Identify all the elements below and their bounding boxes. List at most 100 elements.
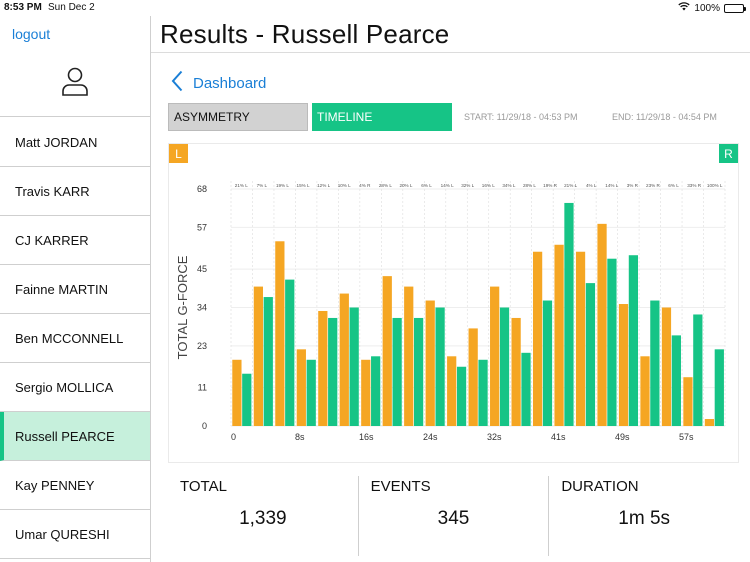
bar-right [628, 255, 639, 426]
player-item[interactable]: CJ KARRER [0, 216, 150, 265]
pair-asymmetry-label: 28% L [523, 183, 536, 188]
bar-right [413, 317, 424, 426]
bar-left [554, 244, 564, 426]
pair-asymmetry-label: 33% R [687, 183, 701, 188]
status-bar: 8:53 PM Sun Dec 2 100% [0, 0, 750, 16]
player-item[interactable]: Matt JORDAN [0, 118, 150, 167]
bar-right [714, 349, 724, 426]
legend-right-badge: R [719, 144, 738, 163]
profile-area [0, 51, 150, 117]
sidebar: logout Matt JORDAN Travis KARR CJ KARRER… [0, 16, 151, 562]
player-item[interactable]: Umar QURESHI [0, 510, 150, 559]
bar-left [318, 310, 328, 426]
pair-asymmetry-label: 14% L [605, 183, 618, 188]
bar-left [468, 328, 478, 426]
bar-left [447, 356, 457, 426]
stat-events: EVENTS 345 [357, 476, 549, 556]
player-item[interactable]: Travis KARR [0, 167, 150, 216]
pair-asymmetry-label: 19% R [543, 183, 557, 188]
bar-left [532, 251, 543, 426]
back-label: Dashboard [193, 74, 267, 92]
player-item[interactable]: Kay PENNEY [0, 461, 150, 510]
pair-asymmetry-label: 21% L [235, 183, 248, 188]
bar-right [435, 307, 445, 426]
y-axis-label: TOTAL G-FORCE [175, 255, 190, 359]
bar-left [275, 241, 285, 426]
player-item[interactable]: Ben MCCONNELL [0, 314, 150, 363]
pair-asymmetry-label: 100% L [707, 183, 723, 188]
page-title: Results - Russell Pearce [160, 19, 450, 49]
bar-right [607, 258, 617, 426]
player-item[interactable]: Sergio MOLLICA [0, 363, 150, 412]
legend-left-badge: L [169, 144, 188, 163]
bar-right [671, 335, 681, 426]
y-tick-label: 23 [197, 341, 207, 351]
bar-right [542, 300, 553, 426]
y-tick-label: 45 [197, 264, 207, 274]
stat-label: TOTAL [180, 478, 227, 495]
pair-asymmetry-label: 28% L [379, 183, 392, 188]
y-tick-label: 0 [202, 421, 207, 431]
bar-left [232, 359, 242, 426]
stat-value: 1,339 [239, 508, 287, 529]
pair-asymmetry-label: 23% R [646, 183, 660, 188]
x-tick-label: 32s [487, 432, 502, 442]
pair-asymmetry-label: 15% L [297, 183, 310, 188]
pair-asymmetry-label: 16% L [482, 183, 495, 188]
bar-left [511, 317, 521, 426]
timeline-chart: 0 11 23 34 45 57 68 TOTAL G-FORCE 21% L 7% L 19% L… [168, 143, 739, 463]
pair-asymmetry-label: 32% L [461, 183, 474, 188]
status-date: Sun Dec 2 [48, 2, 95, 13]
x-tick-label: 49s [615, 432, 630, 442]
pair-asymmetry-label: 7% L [257, 183, 268, 188]
stat-value: 1m 5s [618, 508, 671, 529]
bar-left [296, 349, 306, 426]
x-tick-label: 41s [551, 432, 566, 442]
bar-right [306, 359, 316, 426]
bar-left [253, 286, 264, 426]
bar-left [404, 286, 414, 426]
chart-canvas: 0 11 23 34 45 57 68 TOTAL G-FORCE 21% L 7% L 19% L… [175, 181, 726, 442]
stats-row: TOTAL 1,339 EVENTS 345 DURATION 1m 5s [168, 476, 739, 556]
bar-right [392, 317, 402, 426]
tab-asymmetry[interactable]: ASYMMETRY [168, 103, 308, 131]
bar-right [478, 359, 488, 426]
pair-asymmetry-label: 3% R [627, 183, 639, 188]
logout-link[interactable]: logout [12, 26, 51, 42]
bar-left [640, 356, 650, 426]
tab-timeline[interactable]: TIMELINE [312, 103, 452, 131]
player-item[interactable]: Fainne MARTIN [0, 265, 150, 314]
pair-asymmetry-label: 12% L [317, 183, 330, 188]
view-tabs: ASYMMETRY TIMELINE [168, 103, 452, 131]
pair-asymmetry-label: 20% L [399, 183, 412, 188]
x-tick-label: 0 [231, 432, 236, 442]
range-start: START: 11/29/18 - 04:53 PM [464, 112, 578, 122]
bar-right [328, 317, 338, 426]
pair-asymmetry-label: 21% L [564, 183, 577, 188]
bar-right [285, 279, 295, 426]
divider [151, 52, 750, 53]
stat-label: DURATION [561, 478, 639, 495]
bar-right [521, 352, 531, 426]
battery-percent: 100% [694, 2, 720, 14]
y-tick-label: 34 [197, 303, 207, 313]
chevron-left-icon [171, 70, 183, 96]
y-tick-label: 68 [197, 184, 207, 194]
pair-asymmetry-label: 4% L [586, 183, 597, 188]
range-end: END: 11/29/18 - 04:54 PM [612, 112, 717, 122]
bar-left [575, 251, 586, 426]
bar-left [339, 293, 349, 426]
stat-total: TOTAL 1,339 [168, 476, 358, 556]
bar-left [382, 276, 392, 426]
back-button[interactable]: Dashboard [171, 70, 266, 96]
pair-asymmetry-label: 19% L [276, 183, 289, 188]
bar-right [263, 297, 273, 426]
pair-asymmetry-label: 6% L [421, 183, 432, 188]
player-item-selected[interactable]: Russell PEARCE [0, 412, 150, 461]
bar-left [704, 419, 715, 426]
bar-left [597, 223, 607, 426]
stat-duration: DURATION 1m 5s [548, 476, 739, 556]
user-icon[interactable] [61, 66, 89, 101]
pair-asymmetry-label: 34% L [502, 183, 515, 188]
stat-value: 345 [437, 508, 470, 529]
